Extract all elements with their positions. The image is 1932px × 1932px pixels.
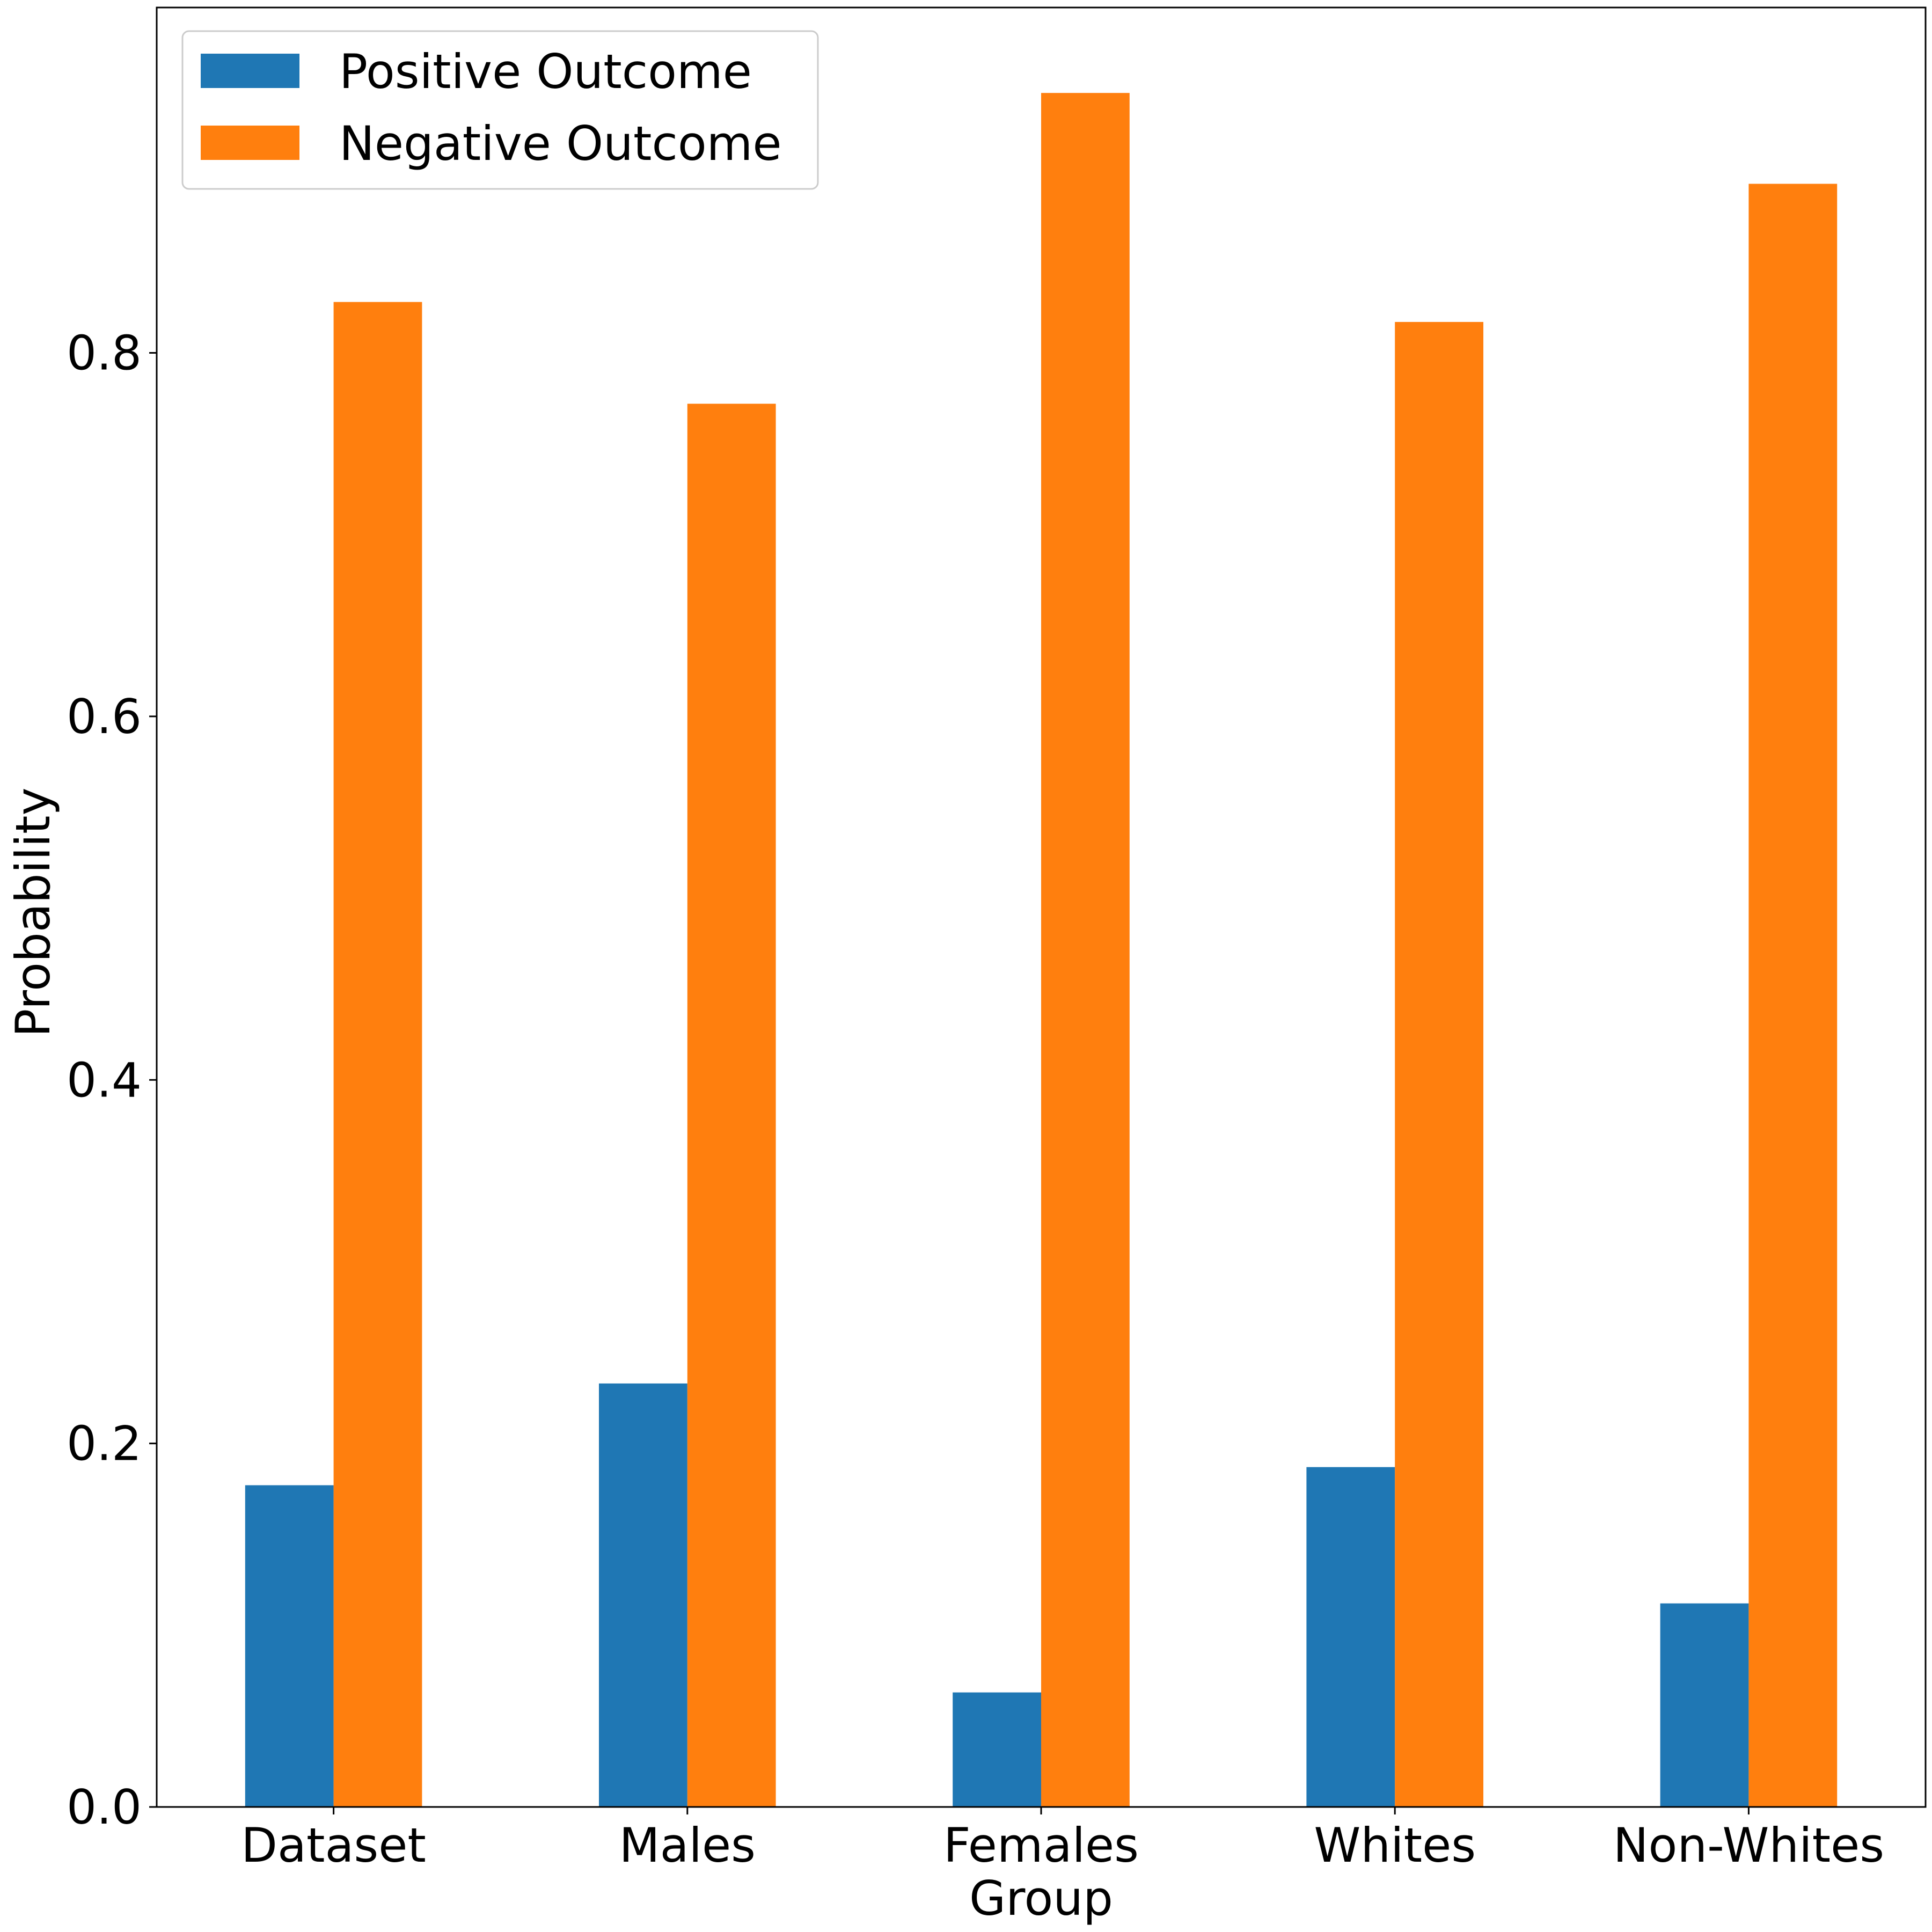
x-tick-label: Males	[619, 1818, 756, 1873]
y-tick-label: 0.8	[67, 326, 142, 381]
legend-label-positive: Positive Outcome	[339, 44, 752, 99]
legend-label-negative: Negative Outcome	[339, 116, 782, 171]
bar-positive-non-whites	[1660, 1603, 1749, 1807]
bar-negative-females	[1041, 93, 1130, 1807]
y-axis-label: Probability	[5, 787, 61, 1037]
x-tick-label: Dataset	[241, 1818, 426, 1873]
y-tick-label: 0.4	[67, 1052, 142, 1108]
y-axis: 0.0 0.2 0.4 0.6 0.8	[67, 326, 157, 1835]
x-axis: Dataset Males Females Whites Non-Whites	[241, 1807, 1884, 1873]
bar-negative-males	[687, 404, 776, 1807]
bar-negative-dataset	[333, 302, 422, 1807]
legend: Positive Outcome Negative Outcome	[181, 30, 819, 190]
bar-negative-non-whites	[1748, 184, 1838, 1807]
y-tick-label: 0.0	[67, 1780, 142, 1835]
legend-swatch-positive	[201, 54, 299, 88]
bar-positive-females	[953, 1692, 1041, 1807]
x-axis-label: Group	[969, 1871, 1113, 1926]
bar-negative-whites	[1395, 321, 1483, 1807]
x-tick-label: Females	[943, 1818, 1139, 1873]
y-tick-label: 0.6	[67, 689, 142, 744]
bar-positive-dataset	[245, 1485, 334, 1807]
y-tick-label: 0.2	[67, 1416, 142, 1472]
bar-positive-males	[599, 1383, 687, 1807]
legend-box	[181, 30, 819, 190]
legend-swatch-negative	[201, 126, 299, 160]
x-tick-label: Whites	[1314, 1818, 1476, 1873]
bars-layer	[245, 93, 1838, 1807]
x-tick-label: Non-Whites	[1613, 1818, 1884, 1873]
bar-positive-whites	[1306, 1467, 1395, 1807]
